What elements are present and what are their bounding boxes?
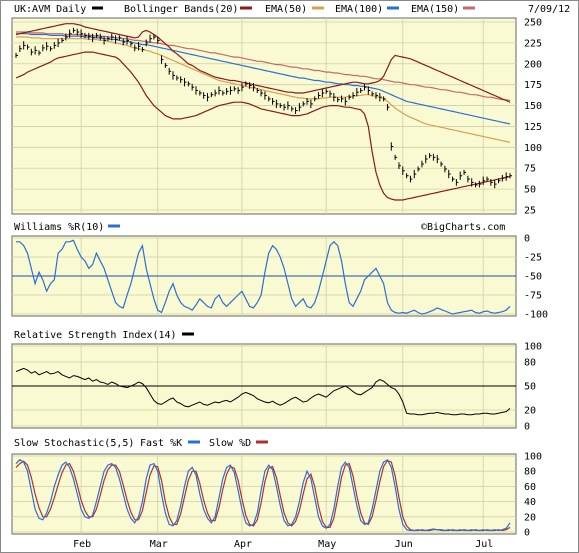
stochastic-series xyxy=(15,458,511,532)
legend-ema150-label: EMA(150) xyxy=(411,4,459,15)
williams-line xyxy=(16,239,511,315)
price-tick-label: 75 xyxy=(524,164,536,175)
price-tick-label: 150 xyxy=(524,101,542,112)
price-tick-label: 225 xyxy=(524,38,542,49)
x-axis-label-feb: Feb xyxy=(73,539,91,550)
rsi-tick-label: 0 xyxy=(524,422,530,433)
stochastic-tick-label: 60 xyxy=(524,482,536,493)
price-tick-label: 200 xyxy=(524,59,542,70)
legend-bollinger-label: Bollinger Bands(20) xyxy=(124,4,238,15)
x-axis-label-apr: Apr xyxy=(234,539,252,550)
price-tick-label: 100 xyxy=(524,143,542,154)
stochastic-k-label: Fast %K xyxy=(140,438,182,449)
rsi-y-ticks: 100 80 50 20 0 xyxy=(524,342,542,433)
price-tick-label: 250 xyxy=(524,18,542,29)
price-panel xyxy=(11,17,517,215)
stochastic-d-label: Slow %D xyxy=(209,438,251,449)
stochastic-tick-label: 20 xyxy=(524,512,536,523)
rsi-tick-label: 20 xyxy=(524,406,536,417)
williams-title: Williams %R(10) xyxy=(14,222,104,233)
bollinger-lower-line xyxy=(15,51,511,201)
rsi-title: Relative Strength Index(14) xyxy=(14,330,177,341)
legend-ema50-label: EMA(50) xyxy=(265,4,307,15)
bollinger-upper-line xyxy=(15,23,511,103)
rsi-line xyxy=(15,367,511,416)
rsi-grid xyxy=(12,344,516,428)
chart-date: 7/09/12 xyxy=(528,4,570,15)
williams-y-ticks: 0 -25 -50 -75 -100 xyxy=(524,234,548,321)
ema100-line xyxy=(16,33,511,125)
stochastic-y-ticks: 100 80 60 40 20 0 xyxy=(524,452,542,539)
williams-tick-label: -75 xyxy=(524,291,542,302)
price-tick-label: 125 xyxy=(524,122,542,133)
ema150-line xyxy=(16,31,511,102)
stochastic-tick-label: 100 xyxy=(524,452,542,463)
stochastic-k-line xyxy=(15,458,511,532)
stochastic-panel xyxy=(11,453,517,535)
williams-tick-label: -100 xyxy=(524,310,548,321)
stochastic-title: Slow Stochastic(5,5) xyxy=(14,438,134,449)
price-tick-label: 175 xyxy=(524,80,542,91)
rsi-tick-label: 50 xyxy=(524,382,536,393)
price-tick-label: 50 xyxy=(524,185,536,196)
x-axis-labels: Feb Mar Apr May Jun Jul xyxy=(73,539,493,550)
price-y-ticks: 250 225 200 175 150 125 100 75 50 25 xyxy=(524,18,542,217)
price-series xyxy=(15,23,512,201)
williams-series xyxy=(16,239,511,315)
watermark: ©BigCharts.com xyxy=(421,222,505,233)
x-axis-label-jun: Jun xyxy=(395,539,413,550)
stochastic-tick-label: 80 xyxy=(524,467,536,478)
legend-ema100-label: EMA(100) xyxy=(335,4,383,15)
stochastic-tick-label: 0 xyxy=(524,528,530,539)
rsi-tick-label: 100 xyxy=(524,342,542,353)
x-axis-label-mar: Mar xyxy=(150,539,168,550)
x-axis-label-jul: Jul xyxy=(475,539,493,550)
rsi-series xyxy=(15,367,511,416)
x-axis-label-may: May xyxy=(318,539,336,550)
price-legend: UK:AVM Daily Bollinger Bands(20) EMA(50)… xyxy=(14,4,570,15)
williams-tick-label: -50 xyxy=(524,272,542,283)
ema50-line xyxy=(16,36,511,143)
williams-tick-label: -25 xyxy=(524,253,542,264)
rsi-tick-label: 80 xyxy=(524,358,536,369)
stochastic-tick-label: 40 xyxy=(524,497,536,508)
legend-price-label: UK:AVM Daily xyxy=(14,4,86,15)
williams-tick-label: 0 xyxy=(524,234,530,245)
price-tick-label: 25 xyxy=(524,206,536,217)
